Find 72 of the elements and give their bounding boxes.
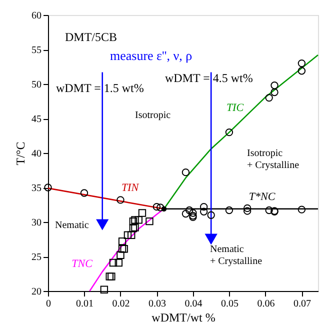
point (106, 272, 114, 280)
annotation: T*NC (248, 191, 276, 203)
point (138, 209, 146, 217)
annotation: Isotropic + Crystalline (247, 148, 300, 171)
y-tick-label: 25 (32, 252, 42, 263)
annotation: TNC (72, 258, 94, 270)
point (298, 206, 306, 214)
point (116, 196, 124, 204)
point (182, 168, 190, 176)
y-tick-label: 35 (32, 183, 42, 194)
point (108, 272, 116, 280)
x-axis-title: wDMT/wt % (152, 310, 216, 324)
y-tick-label: 45 (32, 114, 42, 125)
annotation: wDMT = 4.5 wt% (165, 71, 253, 85)
point (131, 216, 139, 224)
point (185, 206, 194, 214)
point (124, 231, 132, 239)
point (116, 251, 124, 259)
point (44, 184, 52, 192)
annotation: Nematic (55, 220, 90, 231)
point (243, 204, 252, 212)
point (128, 231, 136, 239)
x-tick-label: 0 (46, 298, 51, 310)
x-tick-label: 0.02 (112, 298, 130, 310)
point (109, 258, 118, 267)
point (270, 88, 278, 96)
point (118, 237, 126, 246)
point (100, 286, 108, 294)
point (120, 245, 128, 253)
point (270, 82, 278, 90)
point (129, 217, 138, 226)
x-tick-label: 0.05 (220, 298, 238, 310)
annotation: TIN (121, 182, 140, 194)
x-tick-label: 0.07 (293, 298, 311, 310)
point (265, 94, 273, 102)
point (298, 67, 306, 75)
x-tick-label: 0.01 (76, 298, 94, 310)
point (118, 245, 126, 253)
point (80, 189, 88, 197)
y-tick-label: 30 (32, 218, 42, 228)
annotation: DMT/5CB (65, 30, 118, 44)
point (114, 258, 123, 267)
point (161, 206, 167, 212)
y-axis-title: T/°C (14, 142, 28, 166)
point (265, 206, 273, 214)
annotation: TIC (226, 102, 244, 114)
point (298, 59, 306, 68)
point (225, 128, 234, 136)
x-tick-label: 0.04 (184, 298, 202, 310)
annotation: measure ε'', ν, ρ (110, 48, 192, 63)
point (200, 208, 208, 216)
annotation: Isotropic (135, 110, 172, 121)
point (189, 209, 197, 217)
point (182, 210, 190, 218)
point (129, 224, 138, 232)
point (131, 224, 139, 232)
annotation: Nematic + Crystalline (210, 244, 263, 267)
y-tick-label: 60 (32, 10, 42, 22)
point (225, 206, 234, 214)
point (243, 207, 252, 215)
y-tick-label: 50 (32, 80, 42, 90)
point (146, 217, 154, 226)
y-tick-label: 40 (32, 148, 42, 160)
point (207, 211, 215, 219)
x-tick-label: 0.03 (148, 298, 166, 310)
point (200, 202, 208, 211)
y-tick-label: 55 (32, 45, 42, 56)
annotation: wDMT = 1.5 wt% (56, 81, 144, 95)
point (152, 202, 161, 211)
point (134, 216, 142, 224)
x-tick-label: 0.06 (257, 298, 275, 310)
y-tick-label: 20 (32, 286, 42, 298)
